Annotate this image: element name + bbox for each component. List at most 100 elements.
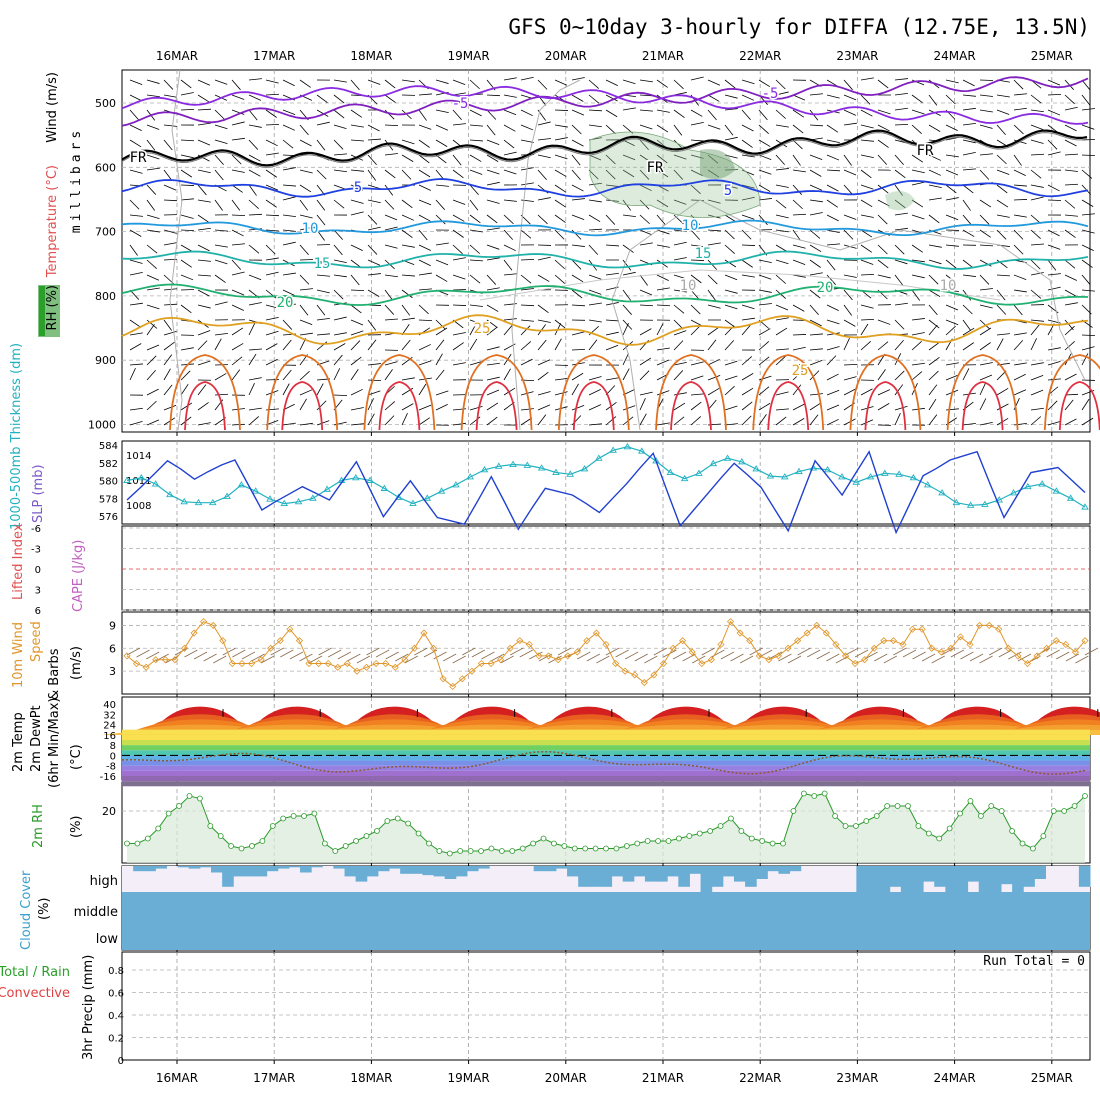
wind-barb <box>962 107 976 111</box>
wind-barb <box>486 227 500 231</box>
wind-barb-10m <box>634 653 648 662</box>
temp2m-label-1: 2m Temp <box>11 712 26 772</box>
wind-barb <box>418 214 431 222</box>
wind-barb <box>435 353 443 366</box>
wind-barb <box>758 139 771 147</box>
rh-marker <box>228 843 235 849</box>
wind-barb <box>367 339 377 351</box>
wind-barb <box>1030 243 1044 246</box>
wind-barb <box>554 229 565 240</box>
wind-barb <box>996 184 1008 194</box>
wind-barb <box>588 376 602 381</box>
wind-barb <box>894 92 908 96</box>
cloud-high-bar <box>778 866 791 874</box>
wind-barb <box>299 288 313 291</box>
wind-barb-10m <box>347 653 361 662</box>
wind-barb <box>503 244 516 252</box>
wind-barb <box>554 214 566 223</box>
wind-barb <box>503 199 517 202</box>
wind-barb <box>435 199 445 210</box>
wind-barb <box>554 124 568 128</box>
wind-barb <box>231 423 246 426</box>
wind-speed-marker <box>477 659 486 668</box>
wind-barb-10m <box>653 647 668 656</box>
temp-color-band <box>122 765 1090 771</box>
wind-barb <box>1047 259 1057 271</box>
wind-barb <box>231 94 245 100</box>
wind-barb <box>792 154 801 166</box>
wind-barb <box>231 121 245 126</box>
wind-barb <box>401 403 414 411</box>
wind-barb <box>775 154 785 165</box>
wind-barb <box>316 420 330 426</box>
wind-barb <box>333 139 344 150</box>
wind-barb <box>877 341 889 351</box>
wind-barb <box>129 259 143 264</box>
wind-barb <box>860 323 869 336</box>
wind-barb <box>469 184 479 196</box>
contour-label: 25 <box>792 363 809 379</box>
wind-barb <box>877 139 889 148</box>
wind-barb <box>775 79 786 90</box>
wind-barb <box>724 136 738 141</box>
wind-barb <box>673 392 687 396</box>
rh-marker <box>280 815 287 822</box>
wind-barb <box>231 289 245 296</box>
wind-barb <box>588 404 602 411</box>
wind-barb <box>843 122 857 126</box>
wind-barb <box>350 124 364 128</box>
rh-marker <box>675 835 682 842</box>
temp-contour-10 <box>121 219 1089 237</box>
wind-barb <box>316 139 326 151</box>
temp-contour-30 <box>752 354 825 431</box>
wind-speed-marker <box>928 644 936 652</box>
thickness-marker <box>637 447 646 454</box>
wind-barb <box>979 319 990 330</box>
rh-marker <box>853 823 859 829</box>
wind-barb <box>146 319 158 329</box>
wind-barb <box>792 244 806 249</box>
wind-barb <box>180 259 192 268</box>
top-date-label: 25MAR <box>1031 49 1073 63</box>
cloud-high-bar <box>956 866 969 892</box>
wind-barb <box>979 383 986 396</box>
wind-barb <box>486 304 499 312</box>
wind-barb <box>622 368 630 381</box>
wind-barb <box>758 375 772 381</box>
wind-barb <box>588 388 601 396</box>
rh-marker <box>561 843 568 849</box>
wind-barb <box>333 343 346 351</box>
wind-barb <box>282 109 296 116</box>
wind-barb <box>418 184 431 191</box>
temp-contour-35 <box>1058 381 1100 431</box>
rh-marker <box>321 840 328 847</box>
wind-barb <box>877 244 888 255</box>
wind-barb <box>673 304 685 314</box>
cloud-high-bar <box>266 866 279 872</box>
wind-barb <box>690 184 701 195</box>
wind-barb <box>622 244 634 253</box>
wind-barb <box>588 199 602 203</box>
wind-barb <box>214 259 228 265</box>
wind-barb <box>792 124 804 134</box>
wind-barb <box>724 124 734 136</box>
wind-speed-marker <box>985 621 993 629</box>
wind-speed-marker <box>257 656 265 664</box>
wind-barb-10m <box>490 653 505 662</box>
wind-barb <box>945 197 959 201</box>
wind-barb <box>180 79 192 89</box>
thickness-marker <box>666 468 675 475</box>
wind-barb <box>537 256 551 261</box>
wind-speed-marker <box>822 629 830 637</box>
wind-barb <box>860 109 873 117</box>
lifted-index-tick-label: 3 <box>35 586 41 597</box>
wind-barb <box>707 289 716 301</box>
wind-barb <box>180 304 192 314</box>
wind-barb <box>826 243 840 246</box>
wind-barb <box>1064 169 1078 172</box>
wind-barb <box>639 413 647 426</box>
wind-barb <box>231 304 244 311</box>
wind-barb <box>180 139 195 142</box>
wind-barb <box>758 274 772 280</box>
wind-barb <box>248 274 262 281</box>
